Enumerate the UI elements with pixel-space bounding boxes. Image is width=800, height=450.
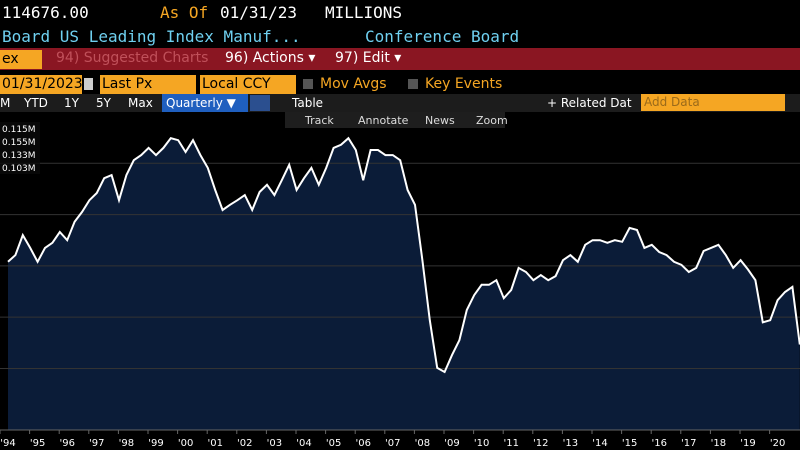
edit-menu[interactable]: 97) Edit ▾ (335, 50, 402, 66)
legend-label: 0.155M (2, 138, 36, 148)
currency-select[interactable]: Local CCY (200, 75, 296, 94)
period-button[interactable]: 5Y (96, 96, 111, 110)
x-tick-label: '02 (237, 438, 252, 449)
x-tick-label: '95 (30, 438, 45, 449)
as-of-date: 01/31/23 (220, 3, 298, 22)
last-value: 114676.00 (2, 3, 89, 22)
period-button[interactable]: Max (128, 96, 153, 110)
chart: '94 '95 '96 '97 '98 '99 '00 '01 '02 '03 '04 '05 '06 '… (0, 122, 800, 449)
x-tick-label: '06 (355, 438, 370, 449)
mov-avgs[interactable]: Mov Avgs (320, 76, 387, 92)
security-box[interactable]: ex (0, 50, 42, 69)
x-tick-label: '14 (592, 438, 607, 449)
x-tick-label: '12 (533, 438, 548, 449)
period-button[interactable]: YTD (24, 96, 48, 110)
as-of-label: As Of (160, 3, 209, 22)
x-tick-label: '03 (267, 438, 282, 449)
source: Conference Board (365, 27, 520, 46)
x-tick-label: '18 (711, 438, 726, 449)
chart-type-icon[interactable] (250, 95, 270, 111)
add-data-input[interactable]: Add Data (641, 94, 785, 111)
chart-toolbar (285, 112, 505, 128)
field-input[interactable]: Last Px (100, 75, 196, 94)
x-tick-label: '94 (0, 438, 15, 449)
calendar-icon[interactable] (84, 78, 93, 90)
news-button[interactable]: News (425, 114, 455, 127)
x-tick-label: '05 (326, 438, 341, 449)
legend-label: 0.115M (2, 125, 36, 135)
line (7, 136, 800, 374)
x-tick-label: '16 (651, 438, 666, 449)
date-input[interactable]: 01/31/2023 (0, 75, 83, 94)
legend-label: 0.133M (2, 151, 36, 161)
security-name: Board US Leading Index Manuf... (2, 27, 301, 46)
zoom-button[interactable]: Zoom (476, 114, 508, 127)
period-button[interactable]: M (0, 96, 11, 110)
x-tick-label: '01 (207, 438, 222, 449)
x-tick-label: '20 (770, 438, 785, 449)
key-events[interactable]: Key Events (425, 76, 503, 92)
x-tick-label: '04 (296, 438, 311, 449)
menu-bar (0, 48, 800, 70)
x-tick-label: '19 (740, 438, 755, 449)
x-tick-label: '00 (178, 438, 193, 449)
legend-label: 0.103M (2, 164, 36, 174)
x-tick-label: '09 (444, 438, 459, 449)
checkbox[interactable] (303, 79, 313, 89)
frequency-select[interactable]: Quarterly ▼ (162, 94, 248, 112)
track-button[interactable]: Track (305, 114, 334, 127)
period-button[interactable]: 1Y (64, 96, 79, 110)
x-tick-label: '99 (148, 438, 163, 449)
units: MILLIONS (325, 3, 403, 22)
related-data[interactable]: + Related Dat (547, 96, 632, 110)
area (8, 138, 800, 430)
x-tick-label: '97 (89, 438, 104, 449)
x-tick-label: '11 (503, 438, 518, 449)
x-tick-label: '17 (681, 438, 696, 449)
x-tick-label: '08 (415, 438, 430, 449)
x-tick-label: '10 (474, 438, 489, 449)
checkbox[interactable] (408, 79, 418, 89)
annotate-button[interactable]: Annotate (358, 114, 409, 127)
table-button[interactable]: Table (292, 96, 324, 110)
legend-box (0, 122, 40, 174)
suggested-charts[interactable]: 94) Suggested Charts (56, 50, 209, 66)
x-tick-label: '07 (385, 438, 400, 449)
actions-menu[interactable]: 96) Actions ▾ (225, 50, 316, 66)
x-tick-label: '98 (119, 438, 134, 449)
x-tick-label: '15 (622, 438, 637, 449)
x-tick-label: '96 (59, 438, 74, 449)
x-tick-label: '13 (563, 438, 578, 449)
